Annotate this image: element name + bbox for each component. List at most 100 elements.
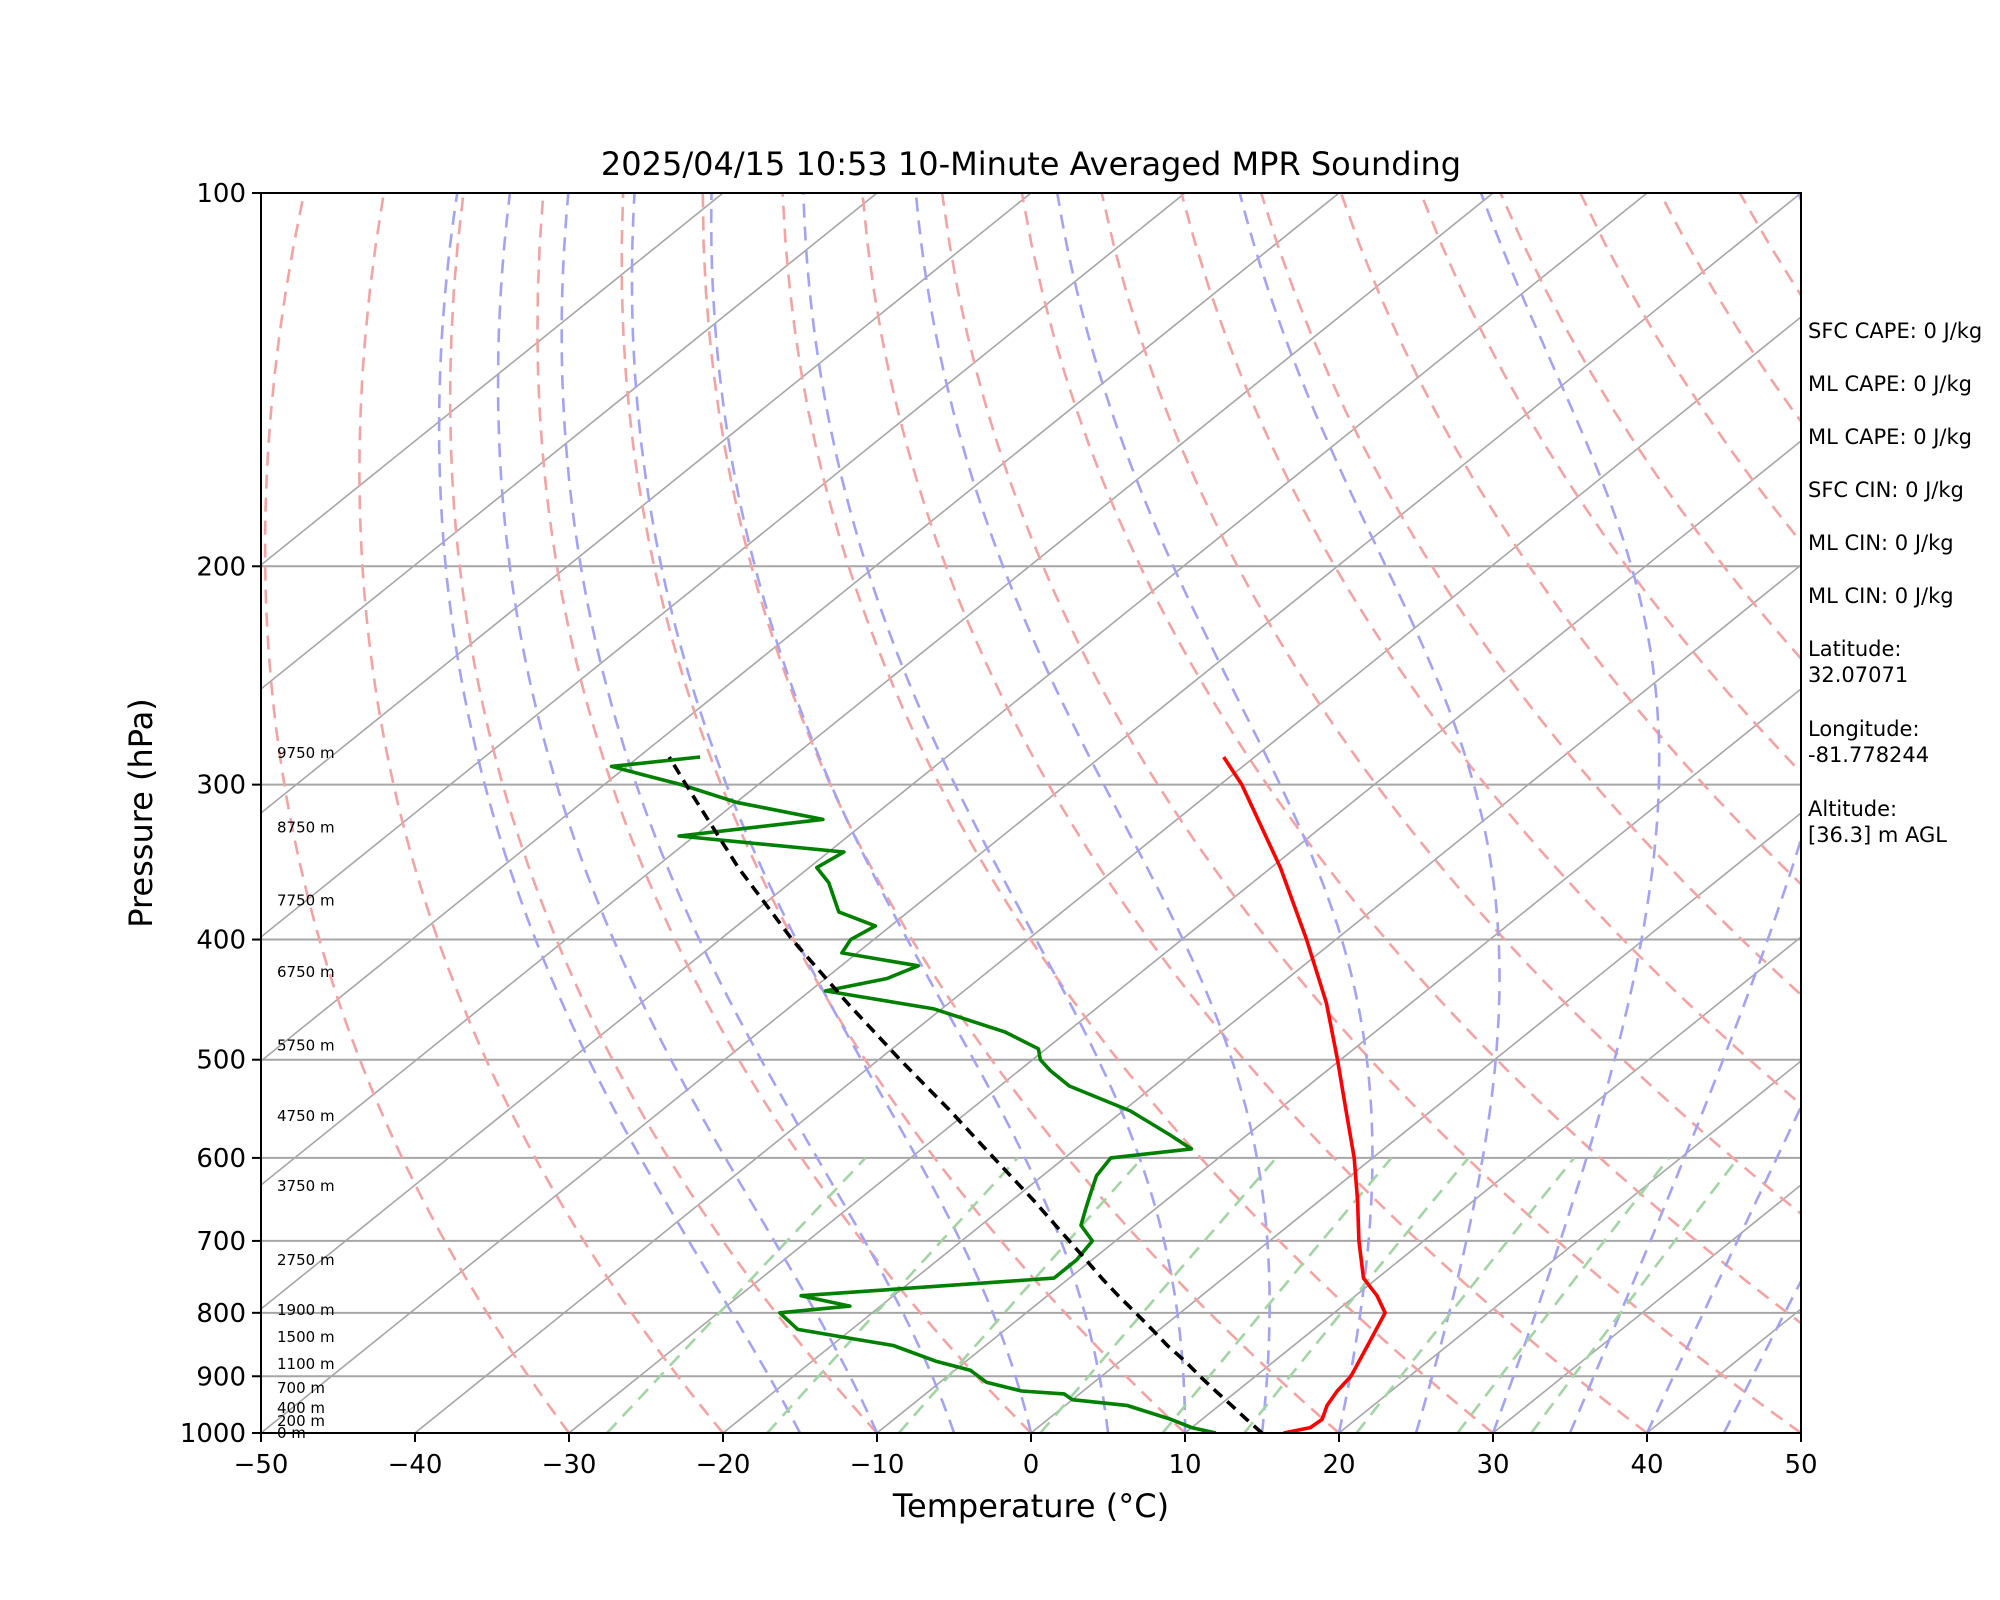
height-label: 400 m [277, 1399, 325, 1417]
sfc-cape-text: SFC CAPE: 0 J/kg [1808, 319, 1983, 343]
reference-lines [261, 193, 1801, 1433]
y-tick-label: 800 [196, 1299, 246, 1329]
y-tick-label: 400 [196, 926, 246, 956]
moist-adiabat-line [802, 193, 1187, 1433]
moist-adiabat-line [1645, 1103, 1801, 1433]
y-tick-label: 300 [196, 771, 246, 801]
dry-adiabat-line [358, 193, 724, 1433]
mixing-ratio-line [1530, 1157, 1740, 1433]
isotherm-line [261, 193, 1032, 815]
moist-adiabat-line [1722, 1278, 1801, 1433]
moist-adiabat-line [560, 193, 956, 1433]
moist-adiabat-line [437, 193, 802, 1433]
y-axis-label: Pressure (hPa) [122, 698, 160, 928]
y-tick-label: 700 [196, 1227, 246, 1257]
mixing-ratio-line [1243, 1157, 1470, 1433]
mixing-ratio-line [1456, 1157, 1670, 1433]
mixing-ratio-line [1039, 1157, 1278, 1433]
x-axis: −50 −40 −30 −20 −10 0 10 20 30 40 50 [234, 1433, 1818, 1480]
ml-cape-text-2: ML CAPE: 0 J/kg [1808, 425, 1973, 449]
isotherm-line [261, 193, 724, 567]
height-label: 1900 m [277, 1301, 335, 1319]
isotherm-line [1338, 1059, 1801, 1433]
x-tick-label: 20 [1322, 1450, 1355, 1480]
moist-adiabat-line [630, 193, 1033, 1433]
dry-adiabat-line [1180, 193, 1801, 1107]
mixing-ratio-line [1355, 1157, 1576, 1433]
moist-adiabat-line [709, 193, 1110, 1433]
isotherm-line [1184, 935, 1801, 1433]
mixing-ratio-line [1161, 1157, 1393, 1433]
moist-adiabat-line [1056, 193, 1374, 1433]
ml-cape-text: ML CAPE: 0 J/kg [1808, 372, 1973, 396]
isotherm-line [876, 687, 1801, 1433]
dewpoint-profile-line [609, 755, 1217, 1433]
dry-adiabat-line [701, 193, 1340, 1433]
isotherm-line [261, 193, 878, 691]
height-label: 3750 m [277, 1177, 335, 1195]
isotherm-line [261, 193, 1340, 1063]
x-tick-label: 40 [1630, 1450, 1663, 1480]
mixing-ratio-line [766, 1157, 1019, 1433]
x-tick-label: −20 [696, 1450, 751, 1480]
ml-cin-text-2: ML CIN: 0 J/kg [1808, 584, 1954, 608]
dry-adiabat-line [1020, 193, 1801, 1325]
ml-cin-text: ML CIN: 0 J/kg [1808, 531, 1954, 555]
dry-adiabat-line [536, 193, 1032, 1433]
y-tick-label: 600 [196, 1144, 246, 1174]
isotherm-line [261, 193, 1648, 1311]
height-label: 4750 m [277, 1107, 335, 1125]
x-tick-label: −50 [234, 1450, 289, 1480]
dry-adiabat-line [861, 193, 1648, 1433]
dry-adiabat-line [448, 193, 878, 1433]
y-axis: 100 200 300 400 500 600 700 800 900 1000 [180, 179, 261, 1449]
x-axis-label: Temperature (°C) [892, 1487, 1169, 1525]
isotherm-line [1492, 1183, 1801, 1433]
x-tick-label: 10 [1168, 1450, 1201, 1480]
isotherm-line [1030, 811, 1801, 1433]
height-label: 6750 m [277, 963, 335, 981]
moist-adiabat-line [1568, 193, 1801, 1433]
x-tick-label: −30 [542, 1450, 597, 1480]
height-label: 5750 m [277, 1037, 335, 1055]
dry-adiabat-line [1100, 193, 1801, 1216]
y-tick-label: 200 [196, 552, 246, 582]
isotherm-line [568, 439, 1801, 1433]
y-tick-label: 100 [196, 179, 246, 209]
altitude-text: Altitude: [36.3] m AGL [1808, 797, 1947, 847]
height-label: 1100 m [277, 1355, 335, 1373]
isotherm-line [722, 563, 1801, 1433]
sfc-cin-text: SFC CIN: 0 J/kg [1808, 478, 1964, 502]
moist-adiabat-line [1238, 193, 1501, 1433]
y-tick-label: 500 [196, 1046, 246, 1076]
moist-adiabat-line [914, 193, 1271, 1433]
dry-adiabat-line [620, 193, 1186, 1433]
dry-adiabat-line [263, 193, 571, 1433]
height-label: 9750 m [277, 744, 335, 762]
mixing-ratio-line [606, 1157, 867, 1433]
isotherm-line [414, 315, 1801, 1433]
height-label: 7750 m [277, 891, 335, 909]
x-tick-label: 30 [1476, 1450, 1509, 1480]
data-series [609, 755, 1387, 1433]
x-tick-label: 50 [1784, 1450, 1817, 1480]
latitude-text: Latitude: 32.07071 [1808, 637, 1909, 687]
isotherm-line [261, 193, 1186, 939]
parcel-profile-line [667, 756, 1264, 1433]
height-label: 1500 m [277, 1328, 335, 1346]
x-tick-label: −40 [388, 1450, 443, 1480]
dry-adiabat-line [1259, 193, 1801, 997]
dry-adiabat-line [781, 193, 1494, 1433]
x-tick-label: 0 [1023, 1450, 1040, 1480]
sounding-parameters-panel: SFC CAPE: 0 J/kg ML CAPE: 0 J/kg ML CAPE… [1808, 318, 1998, 876]
height-label: 700 m [277, 1379, 325, 1397]
y-tick-label: 900 [196, 1362, 246, 1392]
mixing-ratio-line [897, 1157, 1144, 1433]
height-label: 2750 m [277, 1251, 335, 1269]
height-label: 200 m [277, 1412, 325, 1430]
longitude-text: Longitude: -81.778244 [1808, 717, 1930, 767]
y-tick-label: 1000 [180, 1419, 246, 1449]
isotherm-line [261, 193, 1801, 1433]
